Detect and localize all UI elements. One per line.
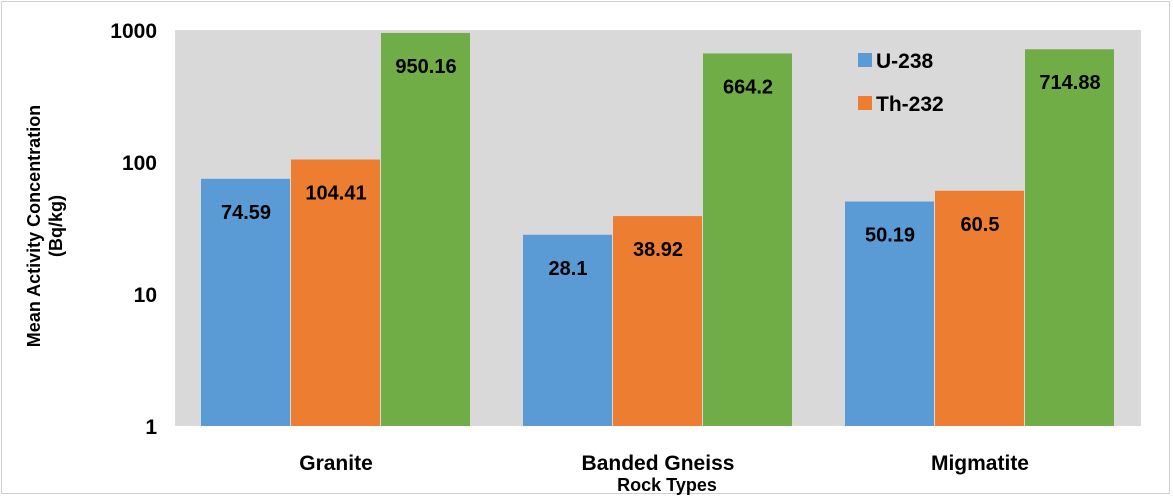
data-label: 664.2	[723, 76, 773, 98]
data-label: 28.1	[549, 258, 588, 280]
bar	[201, 178, 290, 426]
x-category-label: Granite	[299, 452, 373, 475]
data-label: 74.59	[221, 202, 271, 224]
bar	[935, 190, 1024, 426]
bar	[523, 234, 612, 426]
data-label: 60.5	[961, 214, 1000, 236]
data-label: 38.92	[633, 239, 683, 261]
x-axis-title: Rock Types	[617, 475, 717, 495]
bar	[1025, 49, 1114, 427]
x-category-label: Migmatite	[931, 452, 1029, 475]
data-label: 950.16	[395, 56, 456, 78]
bar	[613, 216, 702, 426]
legend: U-238 Th-232	[858, 50, 944, 116]
y-tick-label: 1	[145, 416, 157, 439]
bar	[703, 53, 792, 427]
bar	[381, 32, 470, 427]
legend-label-th232: Th-232	[876, 93, 944, 116]
data-labels-group: 74.59 104.41 950.16 28.1 38.92 664.2 50.19 60.5…	[221, 56, 1101, 280]
y-tick-label: 1000	[110, 20, 157, 43]
y-tick-label: 10	[134, 284, 157, 307]
y-axis-title-line1: Mean Activity Concentration	[24, 105, 44, 347]
y-axis-title-line2: (Bq/kg)	[46, 195, 66, 257]
bar	[291, 159, 380, 426]
data-label: 50.19	[865, 225, 915, 247]
data-label: 104.41	[305, 183, 366, 205]
data-label: 714.88	[1039, 72, 1100, 94]
legend-swatch-th232	[858, 96, 872, 110]
y-axis-ticks: 1 10 100 1000	[110, 20, 157, 439]
bars-group	[201, 32, 1114, 427]
legend-label-u238: U-238	[876, 50, 934, 73]
y-tick-label: 100	[122, 152, 157, 175]
bar	[845, 201, 934, 426]
legend-swatch-u238	[858, 53, 872, 67]
x-axis-categories: Granite Banded Gneiss Migmatite	[299, 452, 1029, 475]
x-category-label: Banded Gneiss	[582, 452, 735, 475]
